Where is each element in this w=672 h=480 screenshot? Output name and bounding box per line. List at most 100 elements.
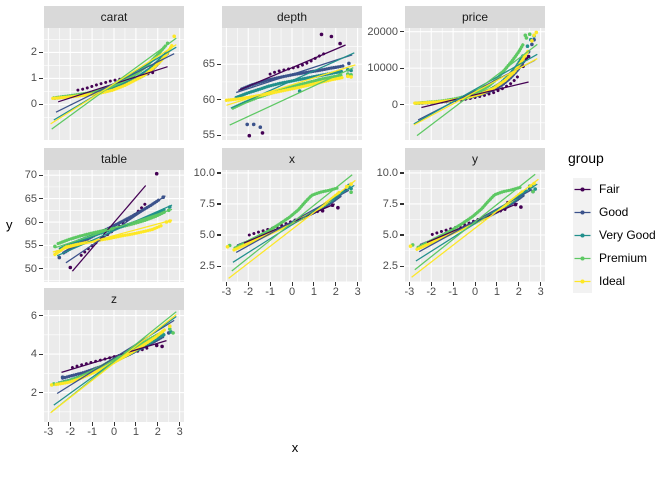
y-tick-mark — [217, 234, 221, 236]
y-tick-mark — [400, 203, 404, 205]
x-tick-label: 0 — [288, 286, 296, 298]
x-tick-mark — [179, 422, 181, 426]
x-tick-mark — [91, 422, 93, 426]
qq-point-fair — [160, 344, 164, 349]
qq-point-fair — [260, 131, 265, 135]
x-tick-mark — [69, 422, 71, 426]
qq-points-ideal — [53, 224, 163, 257]
qq-point-premium — [168, 327, 172, 331]
facet-strip-z: z — [44, 288, 184, 310]
qq-line-premium — [54, 208, 173, 249]
x-tick-label: -3 — [404, 286, 415, 298]
legend-key-fair — [573, 178, 592, 201]
y-tick-mark — [400, 31, 404, 33]
y-tick-mark — [39, 77, 43, 79]
y-tick-mark — [217, 203, 221, 205]
x-tick-mark — [247, 282, 249, 286]
facet-panel-x — [222, 170, 362, 282]
y-tick-mark — [39, 315, 43, 317]
x-tick-mark — [408, 282, 410, 286]
y-tick-mark — [39, 198, 43, 200]
qq-points-ideal — [224, 75, 344, 102]
y-tick-mark — [39, 51, 43, 54]
x-tick-label: 1 — [493, 286, 500, 298]
x-tick-label: 1 — [310, 286, 317, 298]
qq-line-premium — [414, 173, 536, 271]
x-tick-label: -2 — [426, 286, 437, 298]
y-tick-label: 1 — [30, 72, 37, 85]
y-tick-mark — [400, 172, 404, 174]
qq-point-fair — [247, 133, 252, 138]
x-tick-label: 0 — [110, 426, 118, 438]
y-tick-mark — [39, 268, 43, 270]
qq-point-ideal — [534, 30, 539, 35]
qq-line-very-good — [56, 204, 173, 257]
qq-point-good — [347, 61, 351, 66]
x-tick-mark — [496, 282, 498, 286]
legend-label-ideal: Ideal — [599, 274, 626, 288]
qq-point-ideal — [408, 244, 413, 248]
qq-line-fair — [238, 44, 346, 91]
legend-key-glyph-premium — [574, 256, 591, 261]
facet-strip-table: table — [44, 148, 184, 170]
y-tick-label: 55 — [24, 239, 37, 252]
qq-point-premium — [171, 331, 175, 335]
qq-line-ideal — [228, 179, 356, 279]
legend-key-very-good — [573, 224, 592, 247]
y-tick-label: 7.5 — [199, 197, 215, 210]
qq-line-very-good — [413, 53, 538, 125]
x-tick-mark — [47, 422, 49, 426]
qq-point-premium — [527, 32, 532, 36]
y-tick-mark — [217, 134, 221, 136]
qq-point-good — [251, 122, 256, 127]
x-tick-label: 3 — [176, 426, 183, 438]
y-tick-mark — [217, 63, 221, 65]
qq-line-ideal — [411, 178, 539, 278]
x-tick-label: 1 — [132, 426, 139, 438]
legend-title: group — [568, 150, 604, 166]
facet-panel-price — [405, 28, 545, 140]
facet-strip-carat: carat — [44, 6, 184, 28]
x-tick-mark — [135, 422, 137, 426]
qq-point-ideal — [168, 324, 172, 328]
qq-point-good — [60, 375, 65, 379]
legend-label-premium: Premium — [599, 251, 648, 265]
y-tick-label: 2 — [30, 46, 37, 59]
x-tick-label: 3 — [354, 286, 361, 298]
y-tick-mark — [39, 221, 43, 223]
y-tick-label: 2.5 — [382, 260, 398, 272]
qq-line-ideal — [226, 64, 356, 106]
qq-points-premium — [231, 73, 344, 110]
legend-key-glyph-fair — [574, 187, 591, 192]
y-tick-mark — [217, 172, 221, 174]
x-tick-mark — [313, 282, 315, 286]
legend-key-premium — [573, 247, 592, 270]
qq-point-fair — [68, 265, 73, 270]
qq-line-very-good — [232, 184, 355, 263]
x-tick-label: -1 — [448, 286, 459, 298]
facet-panel-depth — [222, 28, 362, 140]
y-tick-label: 2.5 — [199, 260, 215, 272]
qq-point-ideal — [346, 74, 350, 78]
legend-label-very-good: Very Good — [599, 228, 656, 242]
y-tick-label: 4 — [30, 348, 37, 361]
y-tick-label: 7.5 — [382, 197, 398, 210]
qq-point-good — [258, 125, 263, 129]
qq-point-ideal — [349, 75, 353, 79]
x-tick-mark — [430, 282, 432, 286]
y-tick-label: 5.0 — [382, 228, 398, 241]
x-axis-title: x — [291, 440, 299, 455]
x-tick-label: 2 — [154, 426, 161, 438]
x-tick-label: 3 — [537, 286, 544, 298]
legend-key-ideal — [573, 270, 592, 293]
y-tick-mark — [39, 392, 43, 394]
qq-point-ideal — [49, 383, 54, 387]
y-tick-label: 2 — [30, 386, 37, 399]
qq-line-fair — [421, 81, 529, 109]
qq-point-fair — [329, 34, 334, 39]
qq-point-premium — [523, 33, 528, 38]
qq-point-very-good — [533, 187, 537, 191]
y-tick-label: 0 — [391, 98, 398, 111]
qq-point-fair — [154, 343, 159, 348]
